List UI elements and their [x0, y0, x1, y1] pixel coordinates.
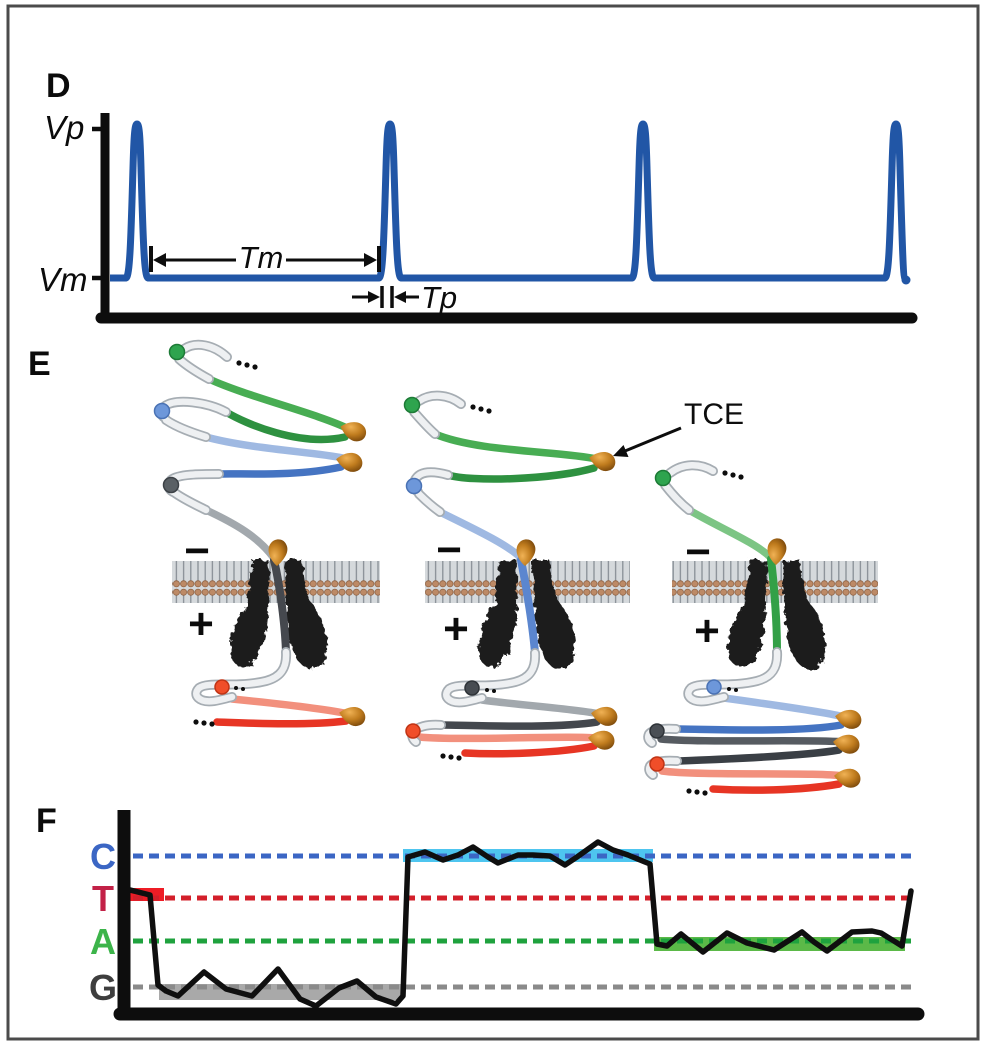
dna-strand-gray-out — [478, 696, 604, 718]
dna-strand-red-return — [461, 742, 598, 758]
dna-strand-lightblue-out — [720, 694, 848, 721]
dna-strand-red-return — [709, 780, 843, 794]
dna-strand-salmon-out — [228, 695, 353, 718]
base-bead-blue — [405, 477, 423, 495]
cis-minus-sign-right: − — [685, 528, 711, 577]
tce-callout: TCE — [613, 398, 744, 457]
dna-strand-dark-out — [657, 735, 846, 746]
tp-arrowhead-left — [394, 291, 406, 303]
tp-arrowhead-right — [368, 291, 380, 303]
dna-strand-through-pore — [767, 555, 781, 656]
base-label-g: G — [89, 967, 117, 1008]
dna-strand-green-return — [222, 408, 349, 444]
trans-plus-sign-right: + — [694, 607, 720, 656]
dna-strand-lightgreen-out — [685, 506, 773, 560]
panel-e-label: E — [28, 345, 51, 383]
base-bead-red — [405, 723, 421, 739]
dna-strand-green-return — [444, 464, 598, 483]
base-bead-blue — [706, 679, 722, 695]
trans-plus-sign-left: + — [188, 600, 214, 649]
panel-f-label: F — [36, 802, 57, 840]
base-bead-green — [654, 469, 672, 487]
dna-strand-through-pore — [517, 556, 539, 657]
trans-plus-sign-middle: + — [443, 605, 469, 654]
ellipsis-dots — [440, 404, 496, 761]
dna-strand-blue-return — [215, 463, 345, 478]
tce-label: TCE — [684, 398, 744, 431]
dna-strand-lightblue-out — [436, 508, 524, 561]
base-bead-gray — [464, 680, 480, 696]
dna-structure-middle — [403, 396, 619, 761]
tm-arrowhead-left — [153, 253, 166, 267]
nanopore-protein-left — [230, 560, 328, 670]
tm-label: Tm — [239, 240, 284, 275]
dna-strand-green-out — [205, 375, 353, 433]
cis-minus-sign-middle: − — [436, 526, 462, 575]
dna-structure-left — [153, 343, 369, 728]
base-bead-blue — [153, 402, 171, 420]
base-bead-gray — [649, 723, 665, 739]
panel-f-plot: F C T A G — [36, 802, 925, 1021]
dna-strand-salmon-out — [658, 767, 846, 780]
ellipsis-dots — [686, 470, 744, 796]
vm-axis-label: Vm — [38, 261, 88, 298]
tce-arrowhead — [613, 445, 629, 457]
base-bead-green — [403, 396, 421, 414]
panel-d-label: D — [46, 67, 71, 105]
base-label-t: T — [92, 878, 114, 919]
nanopore-protein-right — [728, 560, 826, 670]
dna-strand-dark-return — [438, 718, 601, 730]
panel-d-plot: D Vp Vm Tm Tp — [38, 67, 918, 324]
dna-strand-blue-return — [673, 721, 845, 734]
dna-strand-salmon-out — [415, 733, 601, 743]
dna-strand-green-out — [431, 430, 601, 463]
tp-label: Tp — [421, 280, 457, 315]
dna-strand-gray-out — [202, 506, 277, 561]
trace-end-dot — [901, 275, 911, 285]
panel-e-illustration: E − − − + + + — [28, 345, 878, 796]
nanopore-protein-middle — [478, 560, 576, 670]
base-label-a: A — [90, 921, 116, 962]
tm-arrowhead-right — [364, 253, 377, 267]
cis-minus-sign-left: − — [184, 527, 210, 576]
dna-strand-dark-return — [674, 746, 843, 765]
tp-width-annotation — [352, 286, 419, 308]
dna-strand-lightblue-out — [202, 433, 347, 462]
dna-strand-through-pore — [270, 556, 290, 656]
tm-interval-annotation — [149, 246, 381, 272]
nanopore-protein-group — [230, 560, 826, 670]
ellipsis-dots — [193, 360, 258, 727]
dna-strand-red-return — [213, 717, 350, 728]
base-bead-green — [168, 343, 186, 361]
dna-structure-right — [648, 465, 863, 796]
vp-axis-label: Vp — [44, 109, 84, 146]
voltage-pulse-trace — [110, 120, 909, 282]
base-bead-red — [214, 679, 230, 695]
figure-border — [6, 4, 980, 1041]
base-label-c: C — [90, 836, 116, 877]
current-trace — [123, 839, 914, 1009]
base-bead-red — [649, 756, 665, 772]
base-bead-gray — [162, 476, 180, 494]
